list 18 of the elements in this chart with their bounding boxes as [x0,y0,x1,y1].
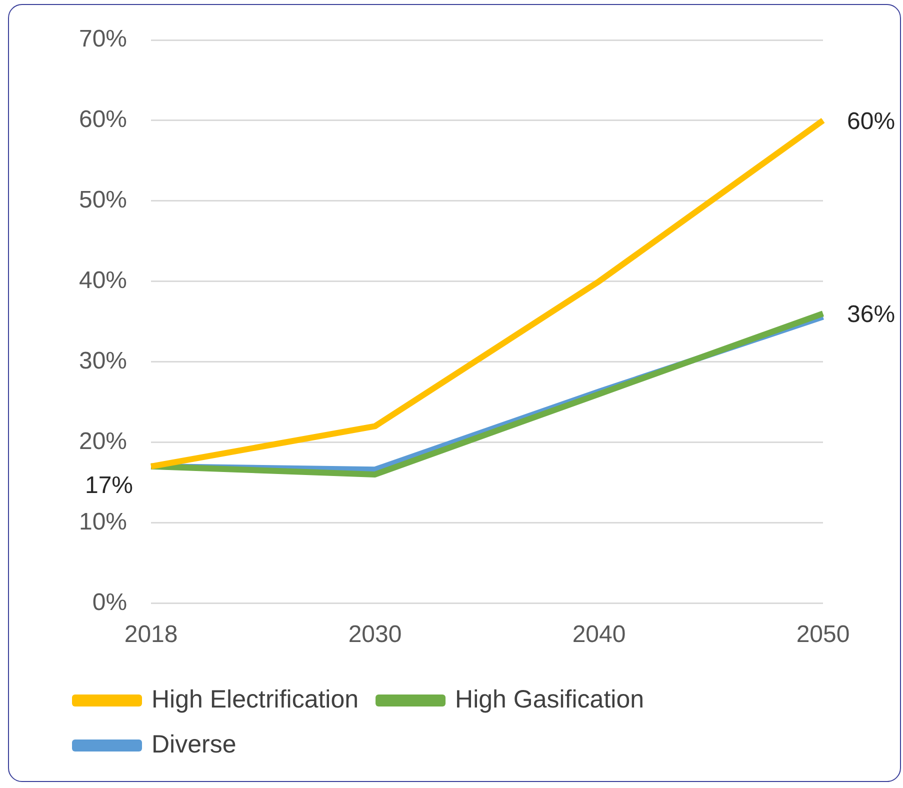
x-tick-label: 2040 [572,621,626,648]
y-tick-label: 60% [78,106,128,134]
y-tick-label: 50% [78,186,128,214]
x-tick-label: 2018 [124,621,178,648]
legend-label: High Gasification [455,685,644,714]
annotation: 36% [847,301,896,328]
legend-label: High Electrification [152,685,359,714]
annotation: 60% [847,108,896,136]
x-tick-label: 2030 [348,621,402,648]
legend-label: Diverse [152,730,236,758]
annotation: 17% [84,472,134,500]
y-tick-label: 20% [78,428,128,455]
y-tick-label: 10% [78,508,128,536]
y-tick-label: 40% [78,266,128,294]
y-tick-label: 0% [92,588,128,616]
y-tick-label: 30% [78,347,128,374]
x-tick-label: 2050 [796,621,850,648]
y-tick-label: 70% [78,26,128,53]
